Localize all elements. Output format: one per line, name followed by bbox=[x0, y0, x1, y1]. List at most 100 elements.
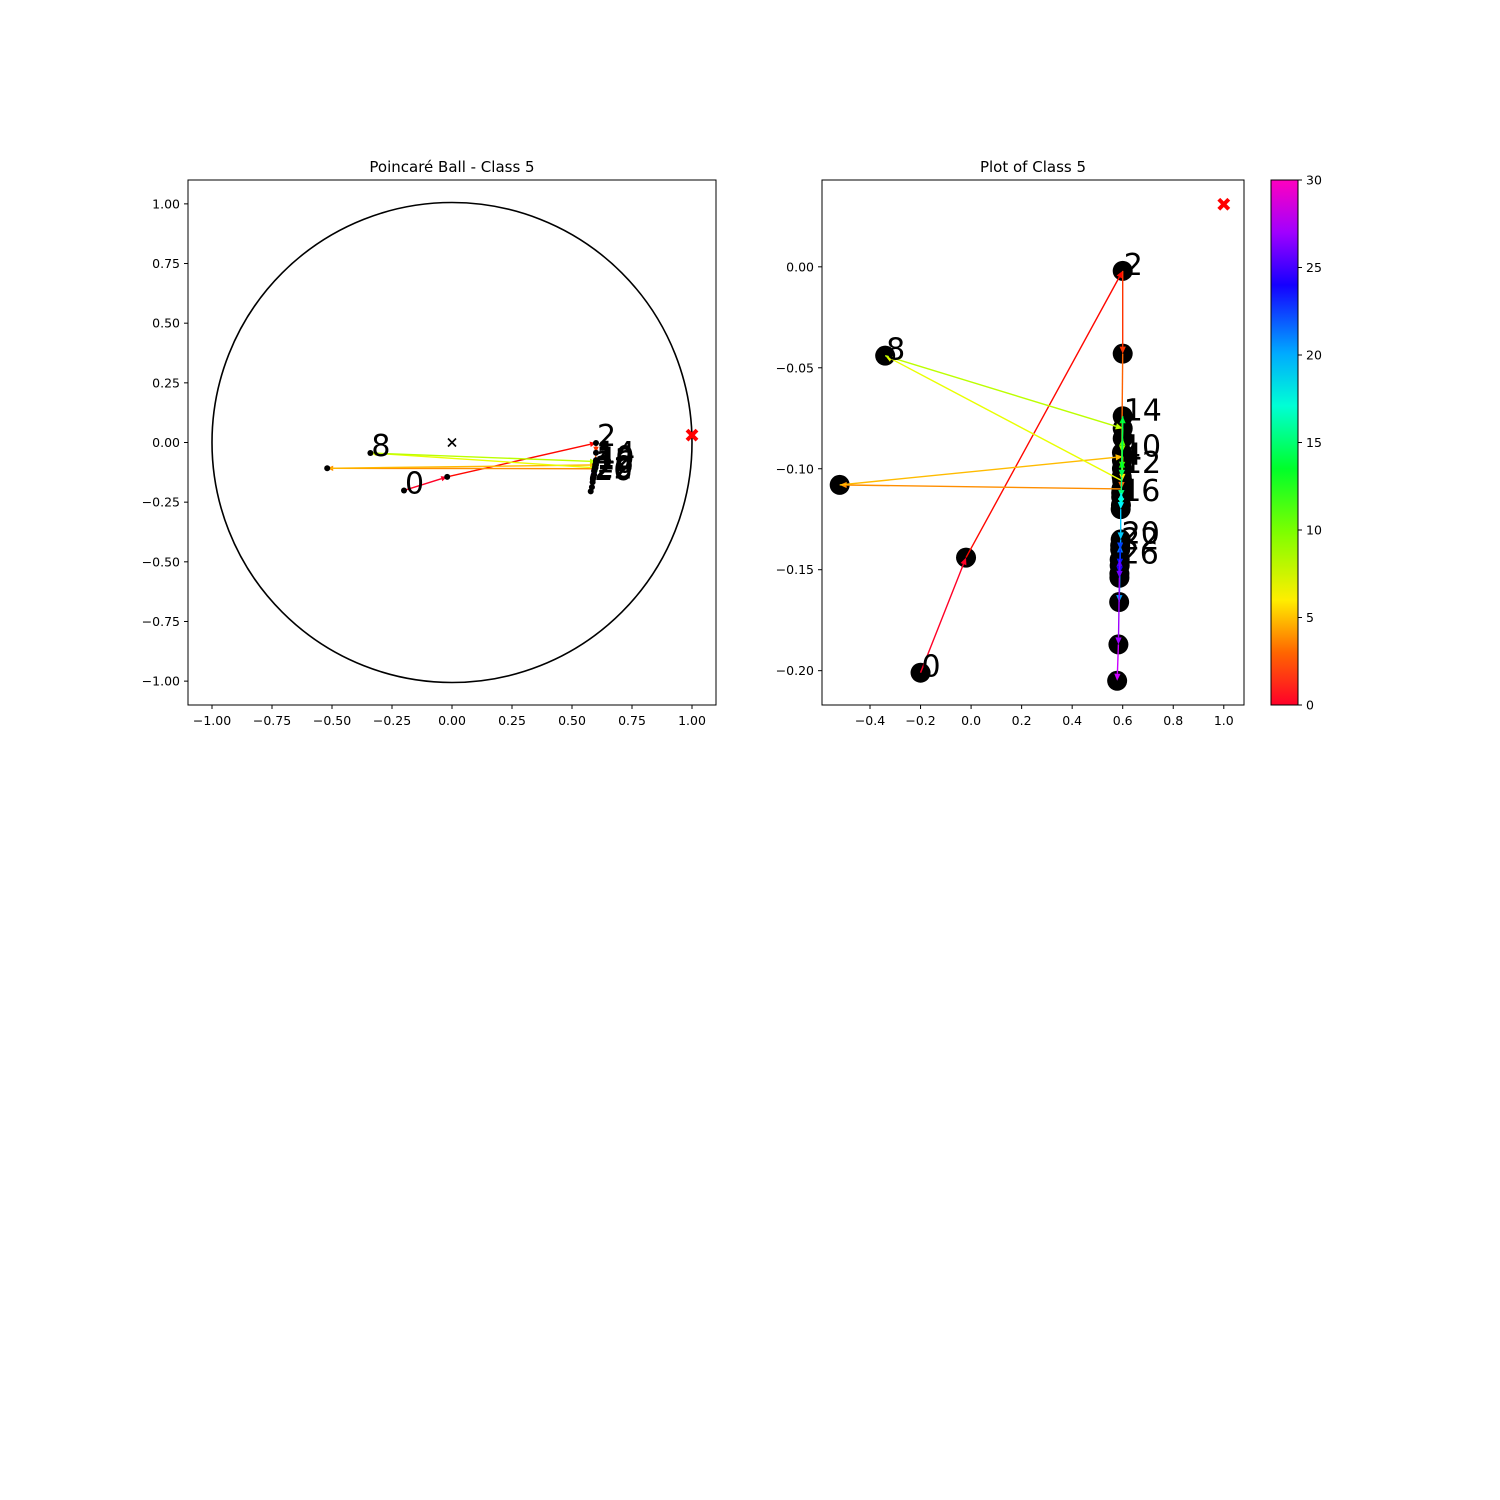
colorbar-tick-label: 20 bbox=[1306, 348, 1322, 363]
zoom-x-axis: −0.4 −0.2 0.0 0.2 0.4 0.6 0.8 1.0 bbox=[855, 705, 1234, 728]
y-tick-label: 1.00 bbox=[152, 196, 180, 211]
unit-circle bbox=[211, 201, 693, 684]
ball-point-label: 12 bbox=[596, 442, 634, 477]
x-tick-label: −0.25 bbox=[373, 713, 411, 728]
trajectory-arrow bbox=[891, 358, 1123, 482]
y-tick-label: 0.75 bbox=[152, 256, 180, 271]
y-tick-label: −0.20 bbox=[776, 663, 814, 678]
y-tick-label: −1.00 bbox=[142, 674, 180, 689]
ball-x-axis: −1.00 −0.75 −0.50 −0.25 0.00 0.25 0.50 0.75 1.00 bbox=[193, 705, 706, 728]
trajectory-arrowhead bbox=[1117, 532, 1124, 540]
trajectory-arrowhead bbox=[1119, 346, 1126, 354]
ball-point bbox=[444, 473, 451, 480]
zoom-point-label: 26 bbox=[1121, 537, 1159, 572]
trajectory-arrowhead bbox=[1116, 570, 1123, 578]
ball-point bbox=[367, 450, 374, 456]
ball-point-label: 14 bbox=[597, 436, 635, 471]
trajectory-arrowhead bbox=[1117, 542, 1124, 550]
ball-points bbox=[324, 439, 599, 495]
ball-point bbox=[593, 449, 599, 456]
ball-point-label: 26 bbox=[594, 453, 632, 488]
zoom-point-label: 22 bbox=[1121, 522, 1159, 557]
zoom-chart-title: Plot of Class 5 bbox=[980, 158, 1086, 176]
x-tick-label: 0.00 bbox=[438, 713, 466, 728]
trajectory-arrow bbox=[403, 477, 442, 492]
trajectory-arrowhead bbox=[589, 458, 596, 465]
trajectory-arrow bbox=[447, 443, 591, 478]
trajectory-arrowhead bbox=[1114, 673, 1121, 681]
target-x-marker bbox=[685, 428, 699, 442]
ball-point-label: 8 bbox=[371, 429, 390, 464]
y-tick-label: −0.50 bbox=[142, 554, 180, 569]
trajectory-arrow bbox=[1121, 416, 1124, 470]
zoom-points bbox=[829, 260, 1133, 691]
ball-point bbox=[324, 465, 331, 472]
ball-point-label: 20 bbox=[595, 451, 633, 486]
x-tick-label: 0.25 bbox=[498, 713, 526, 728]
x-tick-label: 0.2 bbox=[1012, 713, 1032, 728]
zoom-point-label: 4 bbox=[1123, 438, 1142, 473]
ball-point-label: 22 bbox=[595, 451, 633, 486]
ball-point-label: 0 bbox=[405, 466, 424, 501]
x-tick-label: 1.00 bbox=[678, 713, 706, 728]
poincare-ball-panel: Poincaré Ball - Class 5 −1.00 −0.75 −0.50−… bbox=[142, 158, 717, 728]
trajectory-arrow bbox=[884, 355, 1117, 427]
target-marker bbox=[685, 428, 699, 442]
y-tick-label: 0.50 bbox=[152, 316, 180, 331]
trajectory-arrowhead bbox=[1117, 502, 1125, 510]
zoom-point-label: 16 bbox=[1122, 474, 1160, 509]
zoom-y-axis: −0.20 −0.15 −0.10 −0.05 0.00 bbox=[776, 259, 822, 678]
trajectory-arrow bbox=[370, 452, 591, 463]
y-tick-label: −0.75 bbox=[142, 614, 180, 629]
ball-point-label: 16 bbox=[596, 446, 634, 481]
zoom-point-label: 14 bbox=[1124, 393, 1162, 428]
ball-point bbox=[401, 487, 407, 494]
trajectory-arrowhead bbox=[1116, 270, 1123, 279]
trajectory-arrow bbox=[327, 464, 591, 469]
ball-point bbox=[587, 488, 594, 495]
y-tick-label: 0.25 bbox=[152, 375, 180, 390]
ball-chart-title: Poincaré Ball - Class 5 bbox=[369, 158, 534, 176]
y-tick-label: −0.05 bbox=[776, 360, 814, 375]
zoom-trajectory-arrows bbox=[839, 270, 1126, 681]
x-tick-label: −0.50 bbox=[313, 713, 351, 728]
x-tick-label: 0.8 bbox=[1163, 713, 1183, 728]
colorbar: 0 5 10 15 20 25 30 bbox=[1270, 173, 1322, 713]
y-tick-label: −0.15 bbox=[776, 562, 814, 577]
y-tick-label: 0.00 bbox=[152, 435, 180, 450]
zoom-point-label: 20 bbox=[1122, 516, 1160, 551]
ball-point-label: 4 bbox=[596, 441, 615, 476]
colorbar-ticks: 0 5 10 15 20 25 30 bbox=[1298, 173, 1322, 713]
ball-y-axis: −1.00 −0.75 −0.50 −0.25 0.00 0.25 0.50 0.75 1.00 bbox=[142, 196, 188, 689]
trajectory-arrow bbox=[376, 452, 596, 469]
zoom-plot-frame bbox=[821, 179, 1245, 706]
colorbar-tick-label: 30 bbox=[1306, 173, 1322, 188]
trajectory-arrowhead bbox=[1115, 637, 1122, 645]
ball-point-label: 2 bbox=[597, 419, 616, 454]
trajectory-arrowhead bbox=[1115, 454, 1123, 461]
colorbar-gradient bbox=[1270, 179, 1299, 706]
ball-point bbox=[593, 457, 599, 464]
x-tick-label: −1.00 bbox=[193, 713, 231, 728]
colorbar-tick-label: 0 bbox=[1306, 698, 1314, 713]
trajectory-arrowhead bbox=[1115, 423, 1123, 430]
ball-point bbox=[593, 439, 599, 446]
x-tick-label: 0.50 bbox=[558, 713, 586, 728]
zoom-point-label: 2 bbox=[1124, 248, 1143, 283]
colorbar-tick-label: 15 bbox=[1306, 435, 1322, 450]
y-tick-label: 0.00 bbox=[786, 259, 814, 274]
trajectory-arrow bbox=[839, 456, 1116, 486]
zoom-point-label: 8 bbox=[886, 333, 905, 368]
x-tick-label: 0.4 bbox=[1062, 713, 1082, 728]
x-tick-label: 1.0 bbox=[1214, 713, 1234, 728]
y-tick-label: −0.25 bbox=[142, 495, 180, 510]
ball-point-label: 10 bbox=[596, 440, 634, 475]
x-tick-label: −0.4 bbox=[855, 713, 885, 728]
ball-trajectory-arrows bbox=[327, 441, 600, 492]
trajectory-arrow bbox=[1117, 577, 1121, 638]
zoom-point-label: 12 bbox=[1123, 446, 1161, 481]
colorbar-tick-label: 5 bbox=[1306, 610, 1314, 625]
